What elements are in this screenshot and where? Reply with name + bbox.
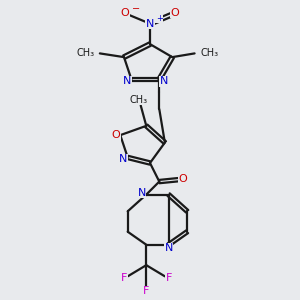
Text: N: N [119,154,127,164]
Text: N: N [146,19,154,29]
Text: N: N [160,76,168,86]
Text: O: O [171,8,179,17]
Text: −: − [132,4,140,14]
Text: F: F [121,273,127,283]
Text: N: N [123,76,131,86]
Text: F: F [165,273,172,283]
Text: O: O [121,8,129,17]
Text: O: O [178,174,187,184]
Text: CH₃: CH₃ [130,95,148,105]
Text: F: F [143,286,149,296]
Text: N: N [164,244,173,254]
Text: O: O [111,130,120,140]
Text: N: N [137,188,146,198]
Text: CH₃: CH₃ [76,48,94,59]
Text: CH₃: CH₃ [200,48,218,59]
Text: +: + [156,14,163,22]
